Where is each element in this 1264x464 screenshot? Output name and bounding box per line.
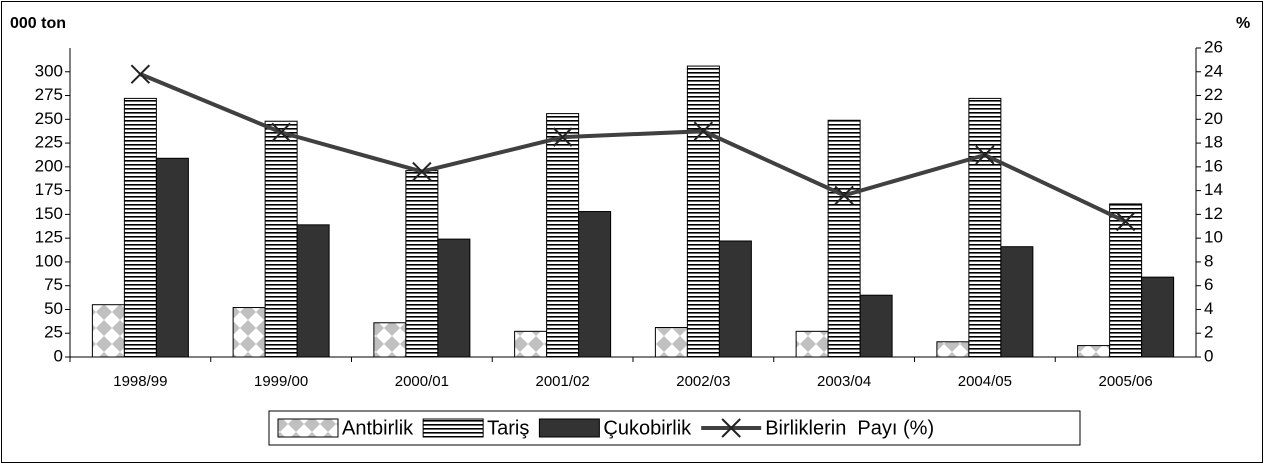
x-tick-label: 1998/99 — [113, 373, 167, 390]
y2-tick-label: 26 — [1204, 37, 1223, 56]
marker — [834, 185, 854, 206]
legend-marker — [721, 418, 741, 438]
bar — [936, 341, 970, 358]
x-tick-label: 2000/01 — [395, 373, 449, 390]
y2-tick-label: 22 — [1204, 85, 1223, 104]
bar — [264, 120, 298, 358]
legend-label: Antbirlik — [342, 417, 414, 439]
x-tick-label: 2003/04 — [817, 373, 871, 390]
marker — [412, 161, 432, 182]
y-tick-label: 75 — [44, 275, 63, 294]
y-tick-label: 25 — [44, 323, 63, 342]
bar — [437, 238, 471, 358]
bar — [546, 113, 580, 358]
y-tick-label: 50 — [44, 299, 63, 318]
x-tick-label: 1999/00 — [254, 373, 308, 390]
y-tick-label: 0 — [54, 346, 63, 365]
bar — [1077, 345, 1111, 358]
y2-tick-label: 8 — [1204, 251, 1213, 270]
bar — [1109, 203, 1143, 358]
legend-swatch — [422, 418, 484, 438]
line — [139, 72, 1127, 224]
marker — [1115, 211, 1136, 232]
marker — [130, 64, 151, 84]
y-tick-label: 225 — [35, 133, 63, 152]
x-tick-label: 2002/03 — [676, 373, 730, 390]
legend-label: Tariş — [487, 417, 529, 439]
bar — [827, 119, 861, 358]
bar — [405, 170, 439, 358]
bar — [514, 330, 548, 358]
bar — [1000, 246, 1034, 358]
y2-tick-label: 20 — [1204, 109, 1223, 128]
bar — [654, 327, 688, 358]
y2-axis-label: % — [1236, 15, 1250, 32]
y-tick-label: 150 — [35, 204, 63, 223]
y-tick-label: 125 — [35, 228, 63, 247]
marker — [975, 145, 995, 165]
legend — [268, 410, 1081, 446]
y-tick-label: 300 — [35, 61, 63, 80]
bar — [795, 330, 829, 358]
marker — [552, 127, 573, 147]
y2-tick-label: 12 — [1204, 204, 1223, 223]
y2-tick-label: 2 — [1204, 323, 1213, 342]
x-tick-label: 2001/02 — [536, 373, 590, 390]
bar — [968, 97, 1002, 358]
y-tick-label: 175 — [35, 180, 63, 199]
x-tick-label: 2004/05 — [958, 373, 1012, 390]
y-tick-label: 250 — [35, 109, 63, 128]
bar — [859, 294, 893, 358]
bar — [1141, 276, 1175, 358]
bar — [686, 65, 720, 358]
legend-swatch — [277, 418, 339, 438]
y2-tick-label: 0 — [1204, 346, 1213, 365]
bar — [296, 224, 330, 358]
marker — [271, 122, 291, 143]
bar — [91, 304, 125, 358]
bar — [373, 322, 407, 358]
y-tick-label: 200 — [35, 156, 63, 175]
y2-tick-label: 16 — [1204, 156, 1223, 175]
y2-tick-label: 4 — [1204, 299, 1213, 318]
marker — [693, 121, 714, 141]
y2-tick-label: 18 — [1204, 133, 1223, 152]
legend-swatch — [538, 418, 600, 438]
y2-tick-label: 14 — [1204, 180, 1223, 199]
bar — [155, 157, 189, 358]
bar — [232, 307, 266, 358]
y-axis-label: 000 ton — [10, 15, 66, 32]
y2-tick-label: 6 — [1204, 275, 1213, 294]
y2-tick-label: 10 — [1204, 228, 1223, 247]
bar — [718, 240, 752, 358]
legend-label: Birliklerin Payı (%) — [765, 417, 934, 439]
y-tick-label: 275 — [35, 85, 63, 104]
y-tick-label: 100 — [35, 251, 63, 270]
y2-tick-label: 24 — [1204, 61, 1223, 80]
bar — [578, 211, 612, 358]
x-tick-label: 2005/06 — [1099, 373, 1153, 390]
bar — [123, 97, 157, 358]
legend-label: Çukobirlik — [603, 417, 692, 439]
